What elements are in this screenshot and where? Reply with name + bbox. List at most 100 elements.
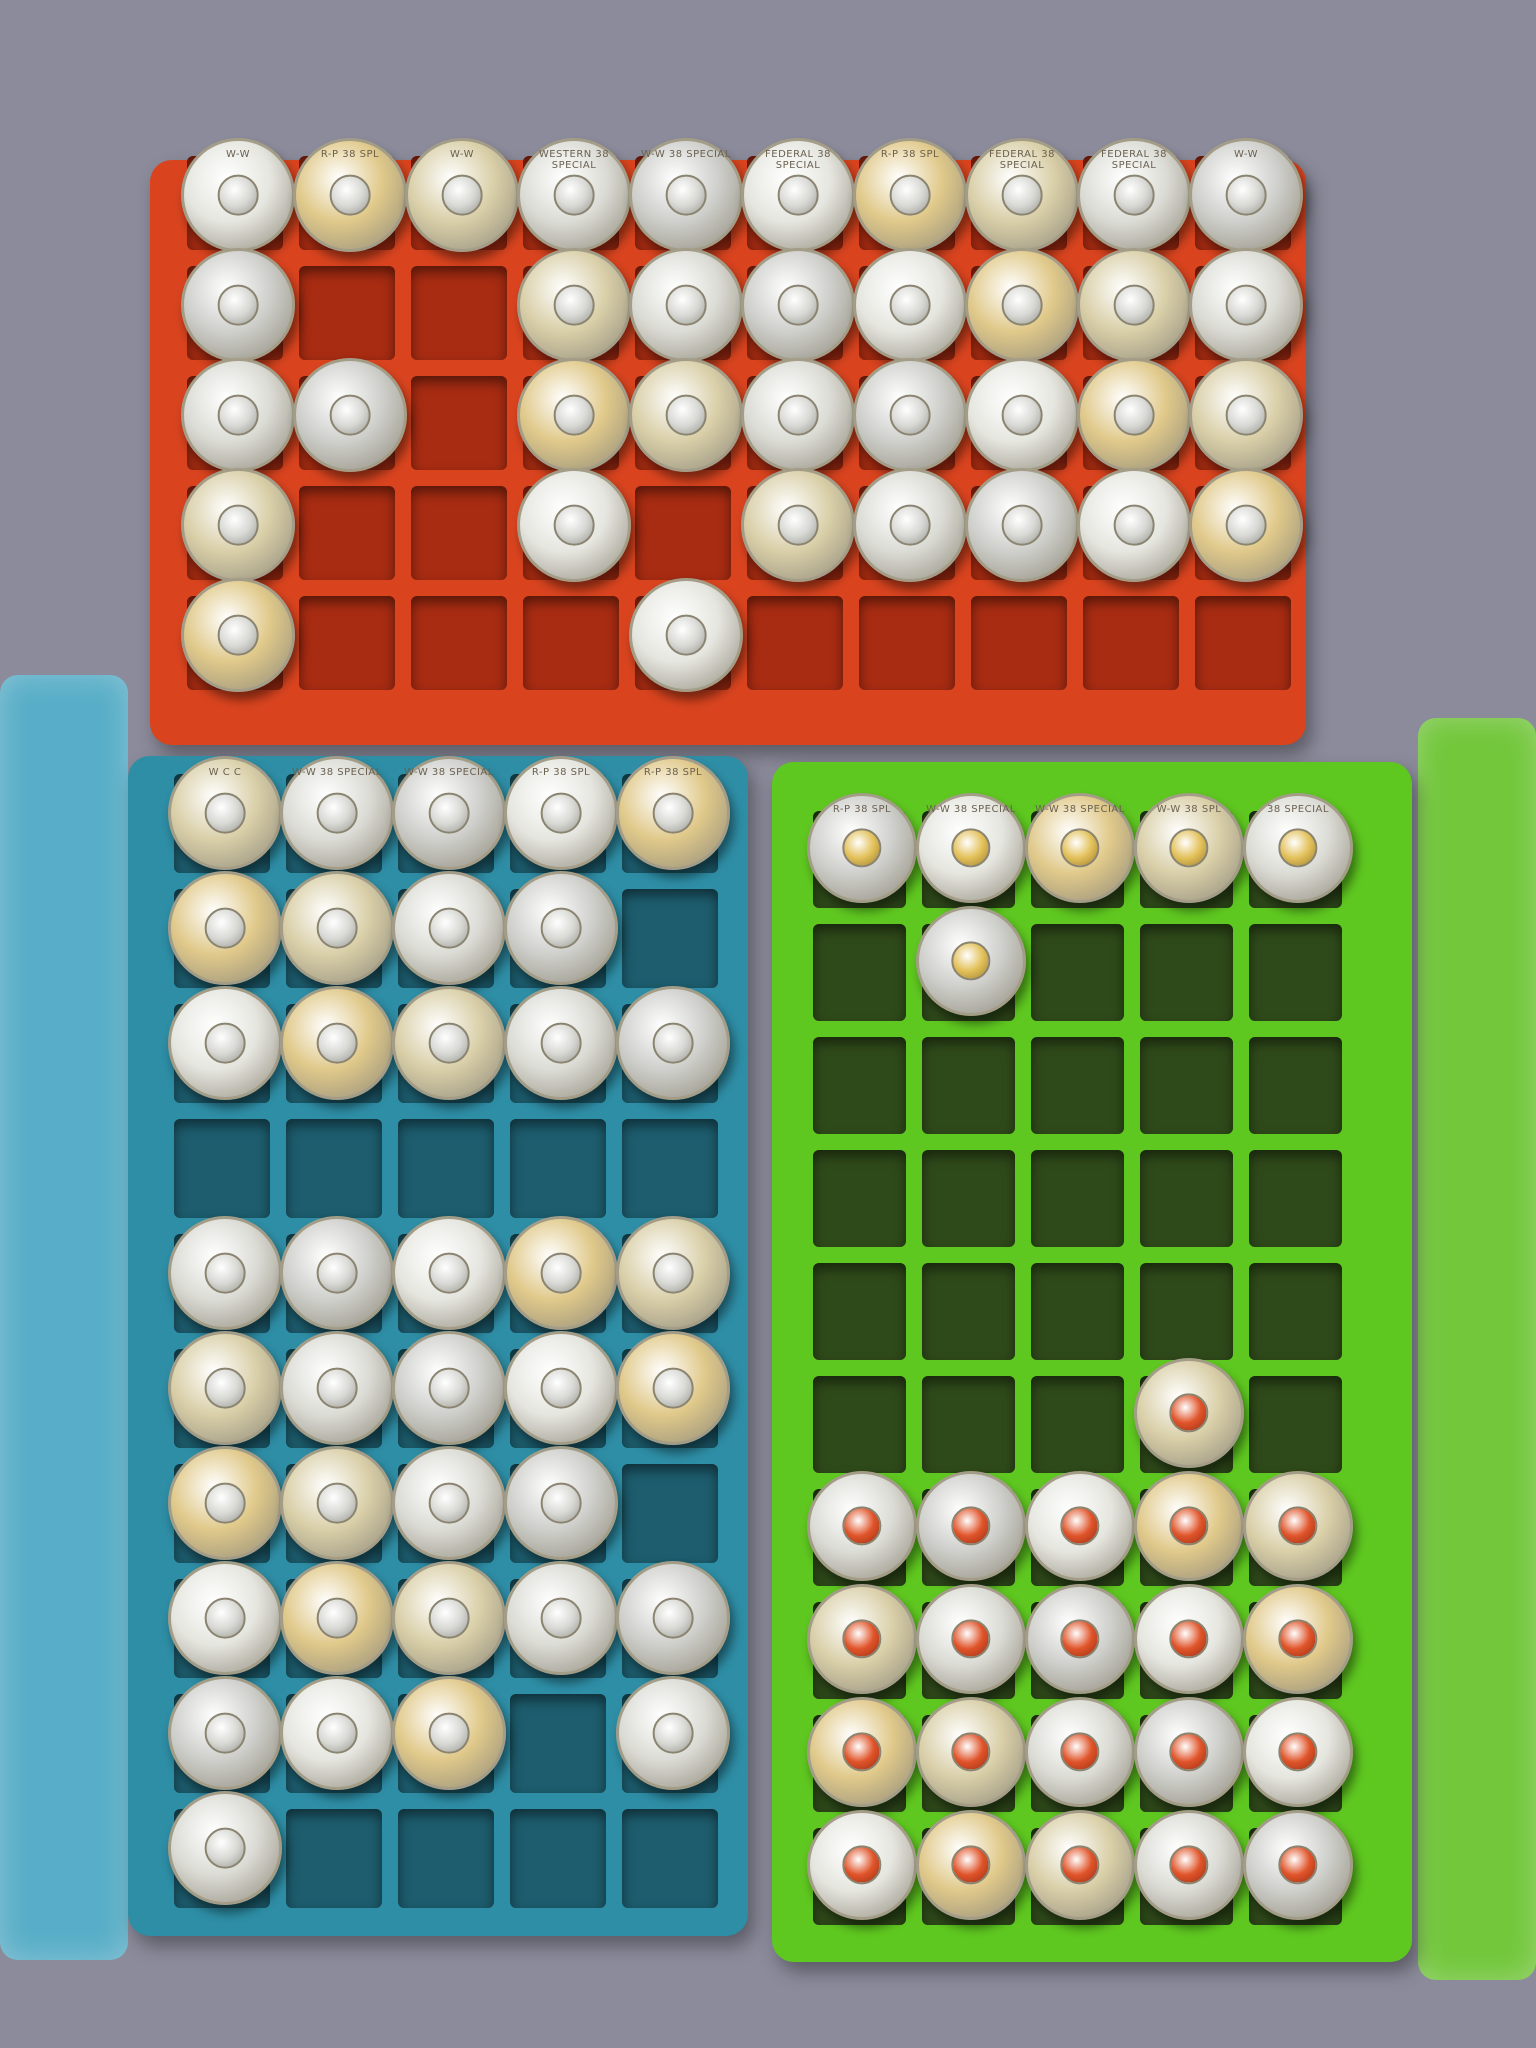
primer	[1001, 394, 1043, 436]
cartridge-case	[1025, 1584, 1135, 1694]
headstamp: W-W 38 SPECIAL	[1035, 804, 1125, 815]
primer	[329, 394, 371, 436]
blue-box-cell	[398, 1809, 494, 1908]
primer	[540, 1482, 582, 1524]
primer	[1060, 1845, 1100, 1885]
primer	[217, 174, 259, 216]
cartridge-case: W-W 38 SPL	[1134, 793, 1244, 903]
cartridge-case	[181, 468, 295, 582]
headstamp: R-P 38 SPL	[643, 767, 703, 778]
primer	[428, 1712, 470, 1754]
primer	[316, 1367, 358, 1409]
primer	[777, 174, 819, 216]
primer	[951, 1845, 991, 1885]
primer	[329, 174, 371, 216]
cartridge-case: W-W	[405, 138, 519, 252]
primer	[428, 907, 470, 949]
cartridge-case	[916, 1810, 1026, 1920]
primer	[665, 284, 707, 326]
green-box-cell	[921, 1149, 1015, 1247]
primer	[540, 907, 582, 949]
red-box-cell	[1083, 596, 1179, 690]
primer	[428, 1482, 470, 1524]
primer	[652, 1712, 694, 1754]
cartridge-case	[517, 248, 631, 362]
primer	[652, 1597, 694, 1639]
cartridge-case	[392, 1676, 506, 1790]
primer	[665, 174, 707, 216]
primer	[553, 394, 595, 436]
cartridge-case	[853, 358, 967, 472]
primer	[316, 1022, 358, 1064]
headstamp: W-W	[225, 149, 251, 160]
primer	[777, 394, 819, 436]
headstamp: W-W	[449, 149, 475, 160]
primer	[217, 394, 259, 436]
primer	[1225, 284, 1267, 326]
cartridge-case: R-P 38 SPL	[807, 793, 917, 903]
primer	[1169, 828, 1209, 868]
primer	[553, 174, 595, 216]
primer	[889, 174, 931, 216]
primer	[1278, 828, 1318, 868]
primer	[540, 1022, 582, 1064]
primer	[951, 828, 991, 868]
primer	[1060, 1619, 1100, 1659]
blue-box-cell	[622, 1809, 718, 1908]
cartridge-case	[1077, 468, 1191, 582]
primer	[842, 1619, 882, 1659]
red-box-cell	[971, 596, 1067, 690]
cartridge-case: W-W 38 SPECIAL	[280, 756, 394, 870]
cartridge-case	[293, 358, 407, 472]
red-box-cell	[411, 596, 507, 690]
primer	[204, 1597, 246, 1639]
cartridge-case	[392, 1446, 506, 1560]
cartridge-case	[1243, 1584, 1353, 1694]
cartridge-case	[1025, 1810, 1135, 1920]
cartridge-case	[392, 1561, 506, 1675]
cartridge-case: W-W 38 SPECIAL	[1025, 793, 1135, 903]
primer	[889, 504, 931, 546]
cartridge-case	[392, 1331, 506, 1445]
cartridge-case: R-P 38 SPL	[293, 138, 407, 252]
cartridge-case: FEDERAL 38 SPECIAL	[965, 138, 1079, 252]
cartridge-case	[504, 871, 618, 985]
cartridge-case	[181, 358, 295, 472]
green-box-cell	[812, 1149, 906, 1247]
primer	[204, 907, 246, 949]
green-box-cell	[1248, 923, 1342, 1021]
primer	[1169, 1845, 1209, 1885]
green-box-cell	[812, 923, 906, 1021]
headstamp: WESTERN 38 SPECIAL	[538, 149, 610, 171]
cartridge-case	[965, 358, 1079, 472]
cartridge-case: W-W 38 SPECIAL	[392, 756, 506, 870]
primer	[1169, 1619, 1209, 1659]
red-box-cell	[411, 376, 507, 470]
primer	[1278, 1845, 1318, 1885]
blue-box-cell	[286, 1119, 382, 1218]
blue-box-cell	[622, 889, 718, 988]
primer	[204, 792, 246, 834]
cartridge-case	[280, 1446, 394, 1560]
cartridge-case	[1134, 1810, 1244, 1920]
primer	[204, 1367, 246, 1409]
primer	[316, 1597, 358, 1639]
primer	[204, 1712, 246, 1754]
primer	[1060, 1506, 1100, 1546]
red-box-cell	[859, 596, 955, 690]
primer	[316, 1712, 358, 1754]
primer	[1169, 1393, 1209, 1433]
cartridge-case	[504, 1331, 618, 1445]
green-box-cell	[1248, 1262, 1342, 1360]
cartridge-case: 38 SPECIAL	[1243, 793, 1353, 903]
green-box-cell	[1139, 923, 1233, 1021]
primer	[217, 284, 259, 326]
cartridge-case	[1189, 358, 1303, 472]
cartridge-case	[916, 1471, 1026, 1581]
cartridge-case	[504, 1216, 618, 1330]
cartridge-case	[807, 1471, 917, 1581]
cartridge-case	[1134, 1358, 1244, 1468]
cartridge-case	[280, 871, 394, 985]
cartridge-case	[1077, 358, 1191, 472]
green-box-lid	[1418, 718, 1536, 1980]
